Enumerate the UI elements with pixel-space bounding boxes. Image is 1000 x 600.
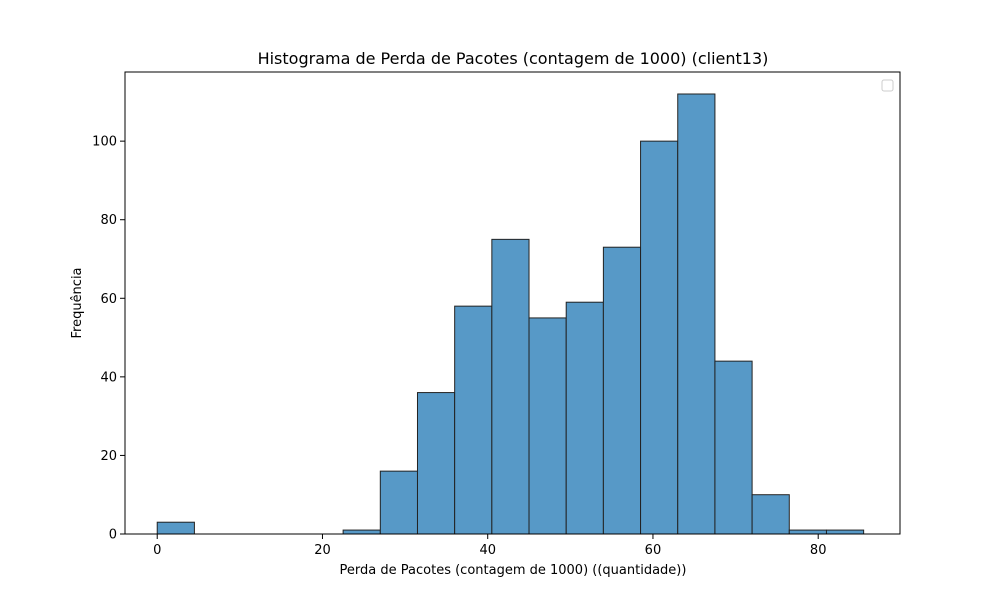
x-tick-label: 60 — [645, 543, 662, 558]
y-tick-label: 60 — [100, 292, 117, 307]
histogram-bar — [714, 360, 753, 535]
y-tick-label: 40 — [100, 370, 117, 385]
histogram-bar — [528, 317, 567, 535]
histogram-bar — [491, 238, 530, 535]
y-tick-label: 80 — [100, 213, 117, 228]
histogram-bar — [416, 392, 456, 535]
histogram-bar — [677, 93, 716, 535]
histogram-bar — [640, 140, 679, 535]
histogram-bar — [156, 521, 195, 535]
histogram-bar — [379, 470, 418, 535]
x-tick-label: 40 — [479, 543, 496, 558]
histogram-bar — [825, 529, 865, 535]
y-tick-label: 20 — [100, 449, 117, 464]
plot-frame — [124, 71, 901, 535]
bars-group — [156, 93, 865, 535]
legend-box — [881, 79, 894, 92]
y-tick-label: 100 — [92, 135, 117, 150]
histogram-bar — [565, 301, 604, 535]
histogram-bar — [788, 529, 827, 535]
y-tick-label: 0 — [109, 528, 117, 543]
x-axis: 0 20 40 60 80 — [153, 534, 826, 558]
x-tick-label: 20 — [314, 543, 331, 558]
y-axis-title: Frequência — [70, 267, 85, 338]
histogram-bar — [454, 305, 493, 535]
y-axis: 0 20 40 60 80 100 — [92, 135, 125, 543]
legend — [881, 79, 894, 92]
x-axis-title: Perda de Pacotes (contagem de 1000) ((qu… — [340, 563, 687, 578]
histogram-bar — [751, 494, 790, 535]
chart-title: Histograma de Perda de Pacotes (contagem… — [258, 49, 769, 68]
x-tick-label: 80 — [810, 543, 827, 558]
histogram-bar — [602, 246, 642, 535]
x-tick-label: 0 — [153, 543, 161, 558]
histogram-bar — [342, 529, 381, 535]
